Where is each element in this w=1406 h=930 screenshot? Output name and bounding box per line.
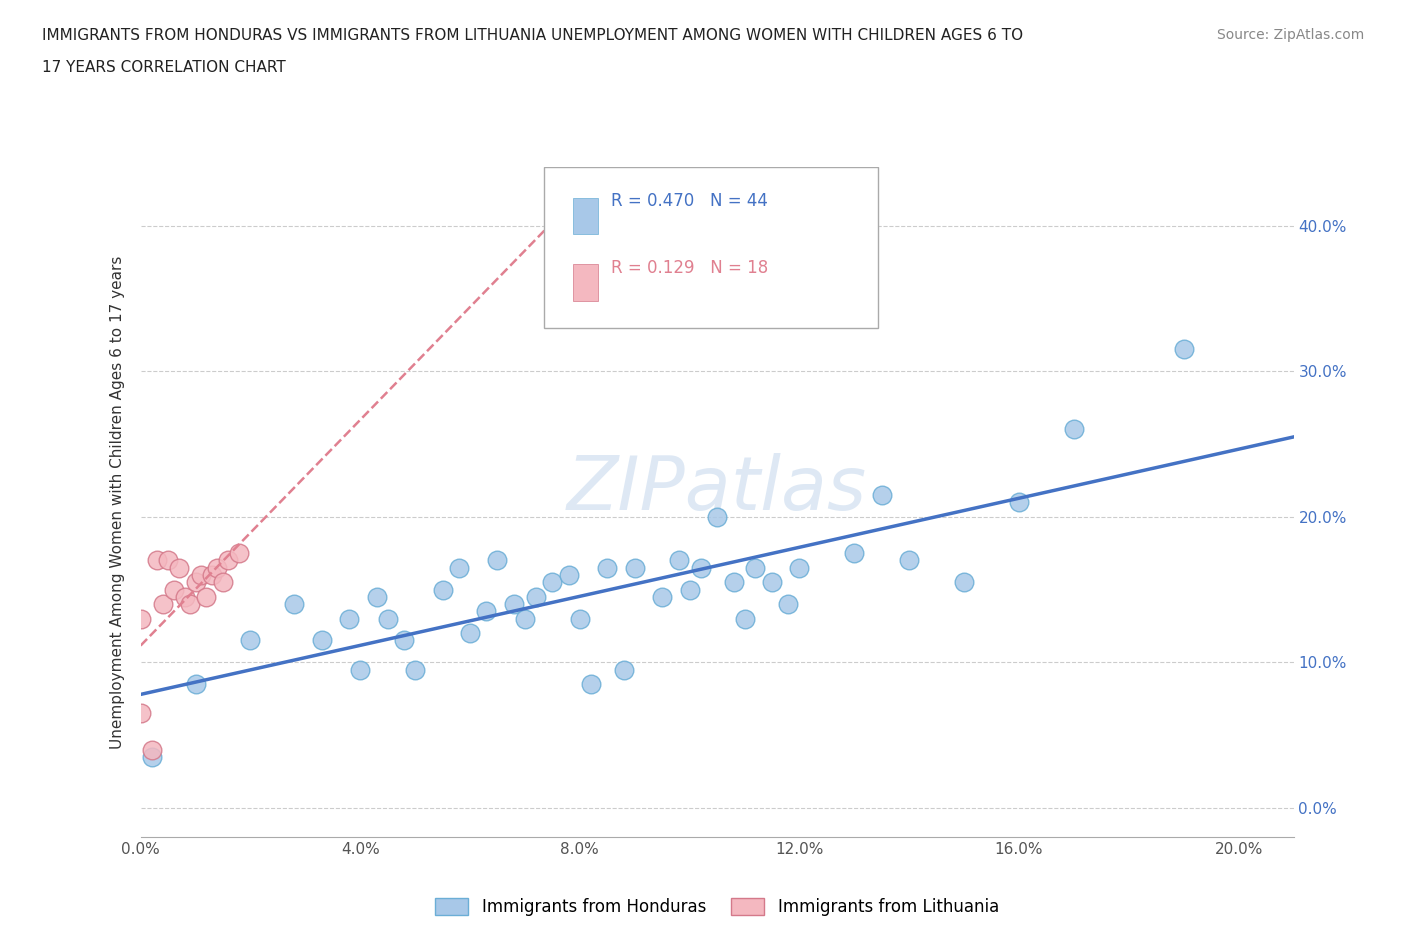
Point xyxy=(190,567,212,582)
Y-axis label: Unemployment Among Women with Children Ages 6 to 17 years: Unemployment Among Women with Children A… xyxy=(110,256,125,749)
Point xyxy=(404,662,426,677)
Point xyxy=(184,677,207,692)
Legend: Immigrants from Honduras, Immigrants from Lithuania: Immigrants from Honduras, Immigrants fro… xyxy=(429,891,1005,923)
Point xyxy=(167,560,190,575)
Point xyxy=(458,626,481,641)
Point xyxy=(613,662,636,677)
Point xyxy=(392,633,415,648)
Point xyxy=(678,582,700,597)
Point xyxy=(217,553,239,568)
Text: Source: ZipAtlas.com: Source: ZipAtlas.com xyxy=(1216,28,1364,42)
Point xyxy=(447,560,470,575)
Point xyxy=(734,611,756,626)
Point xyxy=(162,582,184,597)
Point xyxy=(568,611,591,626)
Point xyxy=(706,510,728,525)
Point xyxy=(129,706,152,721)
Point xyxy=(201,567,224,582)
Point xyxy=(366,590,388,604)
Text: ZIPatlas: ZIPatlas xyxy=(567,453,868,525)
Point xyxy=(337,611,360,626)
Point xyxy=(311,633,333,648)
Point xyxy=(179,597,201,612)
Point xyxy=(349,662,371,677)
Point xyxy=(789,560,811,575)
Point xyxy=(1173,342,1195,357)
Point xyxy=(486,553,509,568)
Text: 17 YEARS CORRELATION CHART: 17 YEARS CORRELATION CHART xyxy=(42,60,285,75)
Point xyxy=(212,575,235,590)
Point xyxy=(239,633,262,648)
Point xyxy=(475,604,498,618)
Bar xyxy=(574,197,599,234)
Point xyxy=(195,590,218,604)
Point xyxy=(723,575,745,590)
Text: IMMIGRANTS FROM HONDURAS VS IMMIGRANTS FROM LITHUANIA UNEMPLOYMENT AMONG WOMEN W: IMMIGRANTS FROM HONDURAS VS IMMIGRANTS F… xyxy=(42,28,1024,43)
FancyBboxPatch shape xyxy=(544,167,879,328)
Point xyxy=(778,597,800,612)
Point xyxy=(689,560,711,575)
Point xyxy=(129,611,152,626)
Point xyxy=(184,575,207,590)
Point xyxy=(146,553,169,568)
Point xyxy=(744,560,766,575)
Point xyxy=(377,611,399,626)
Point xyxy=(141,742,163,757)
Point xyxy=(503,597,526,612)
Point xyxy=(141,750,163,764)
Text: R = 0.129   N = 18: R = 0.129 N = 18 xyxy=(612,259,768,277)
Point xyxy=(283,597,305,612)
Point xyxy=(1008,495,1031,510)
Point xyxy=(173,590,195,604)
Point xyxy=(579,677,602,692)
Point xyxy=(898,553,921,568)
Point xyxy=(152,597,174,612)
Point xyxy=(668,553,690,568)
Point xyxy=(651,590,673,604)
Point xyxy=(844,546,866,561)
Point xyxy=(1063,422,1085,437)
Point xyxy=(228,546,250,561)
Point xyxy=(541,575,564,590)
Point xyxy=(432,582,454,597)
Point xyxy=(207,560,229,575)
Point xyxy=(513,611,536,626)
Point xyxy=(558,567,581,582)
Text: R = 0.470   N = 44: R = 0.470 N = 44 xyxy=(612,192,768,210)
Point xyxy=(157,553,180,568)
Point xyxy=(870,487,893,502)
Point xyxy=(623,560,645,575)
Point xyxy=(761,575,783,590)
Point xyxy=(953,575,976,590)
Point xyxy=(524,590,547,604)
Bar xyxy=(574,264,599,301)
Point xyxy=(596,560,619,575)
